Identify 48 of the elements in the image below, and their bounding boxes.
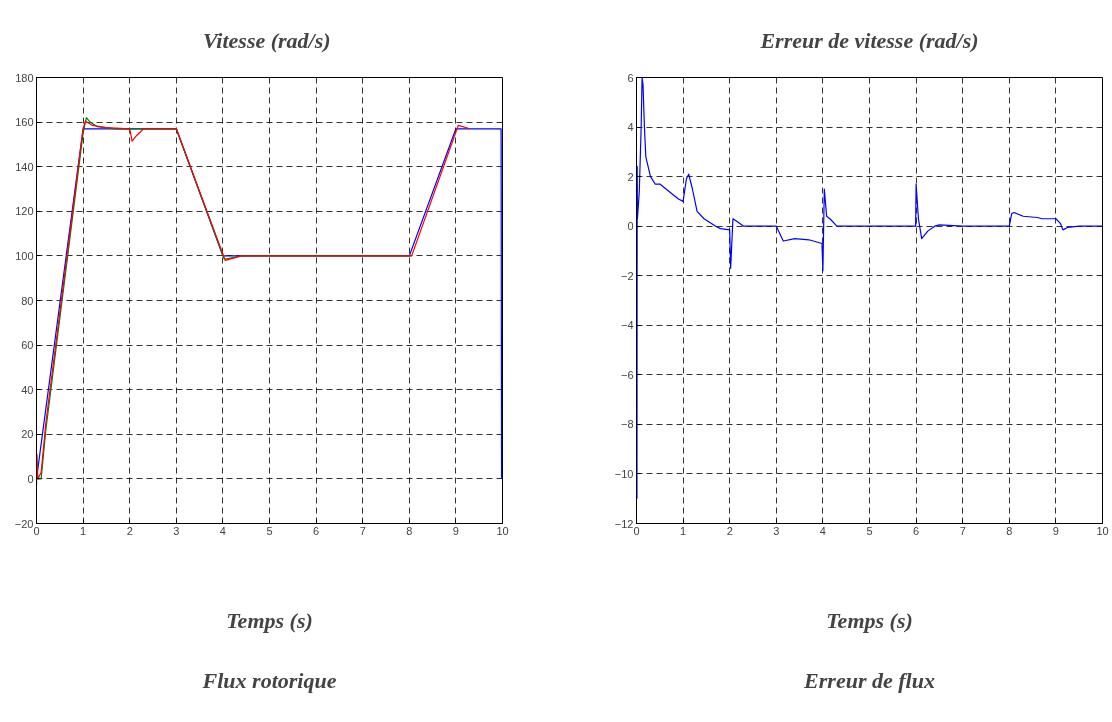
y-tick-label: 4 [627, 121, 634, 134]
x-tick-label: 5 [866, 524, 873, 537]
line-series [636, 77, 1103, 500]
x-axis-title: Temps (s) [226, 607, 313, 633]
x-tick-label: 6 [913, 524, 920, 537]
x-tick-label: 8 [1006, 524, 1013, 537]
y-tick-label: −6 [620, 368, 634, 381]
chart-title: Vitesse (rad/s) [202, 27, 331, 53]
y-tick-label: −4 [620, 319, 634, 332]
x-tick-label: 8 [406, 524, 413, 537]
text: Flux rotorique [201, 667, 337, 693]
y-tick-label: −8 [620, 418, 634, 431]
y-tick-label: 180 [15, 71, 34, 84]
x-tick-label: 2 [126, 524, 133, 537]
y-tick-label: 140 [15, 160, 34, 173]
x-tick-label: 9 [452, 524, 459, 537]
x-tick-label: 2 [726, 524, 733, 537]
x-tick-label: 7 [959, 524, 966, 537]
y-tick-label: 160 [15, 116, 34, 129]
x-tick-label: 4 [219, 524, 226, 537]
x-tick-label: 1 [680, 524, 687, 537]
x-tick-label: 3 [173, 524, 180, 537]
y-tick-label: 20 [21, 428, 34, 441]
y-tick-label: 40 [21, 383, 34, 396]
y-tick-label: −10 [614, 467, 634, 480]
y-tick-label: −2 [620, 269, 634, 282]
y-tick-label: 0 [627, 220, 634, 233]
x-tick-label: 10 [496, 524, 509, 537]
y-tick-label: −12 [614, 517, 634, 530]
y-tick-label: 6 [627, 71, 634, 84]
y-tick-label: 80 [21, 294, 34, 307]
y-tick-label: 60 [21, 339, 34, 352]
x-tick-label: 10 [1096, 524, 1109, 537]
x-axis-title: Temps (s) [826, 607, 913, 633]
chart-title: Erreur de vitesse (rad/s) [759, 27, 979, 53]
y-tick-label: 100 [15, 249, 34, 262]
x-tick-label: 7 [359, 524, 366, 537]
y-tick-label: 0 [27, 472, 34, 485]
x-tick-label: 9 [1052, 524, 1059, 537]
x-tick-label: 6 [313, 524, 320, 537]
y-tick-label: 2 [627, 170, 634, 183]
y-tick-label: −20 [14, 517, 34, 530]
text: Erreur de flux [803, 667, 935, 693]
y-tick-label: 120 [15, 205, 34, 218]
x-tick-label: 5 [266, 524, 273, 537]
x-tick-label: 4 [819, 524, 826, 537]
x-tick-label: 1 [80, 524, 87, 537]
x-tick-label: 3 [773, 524, 780, 537]
